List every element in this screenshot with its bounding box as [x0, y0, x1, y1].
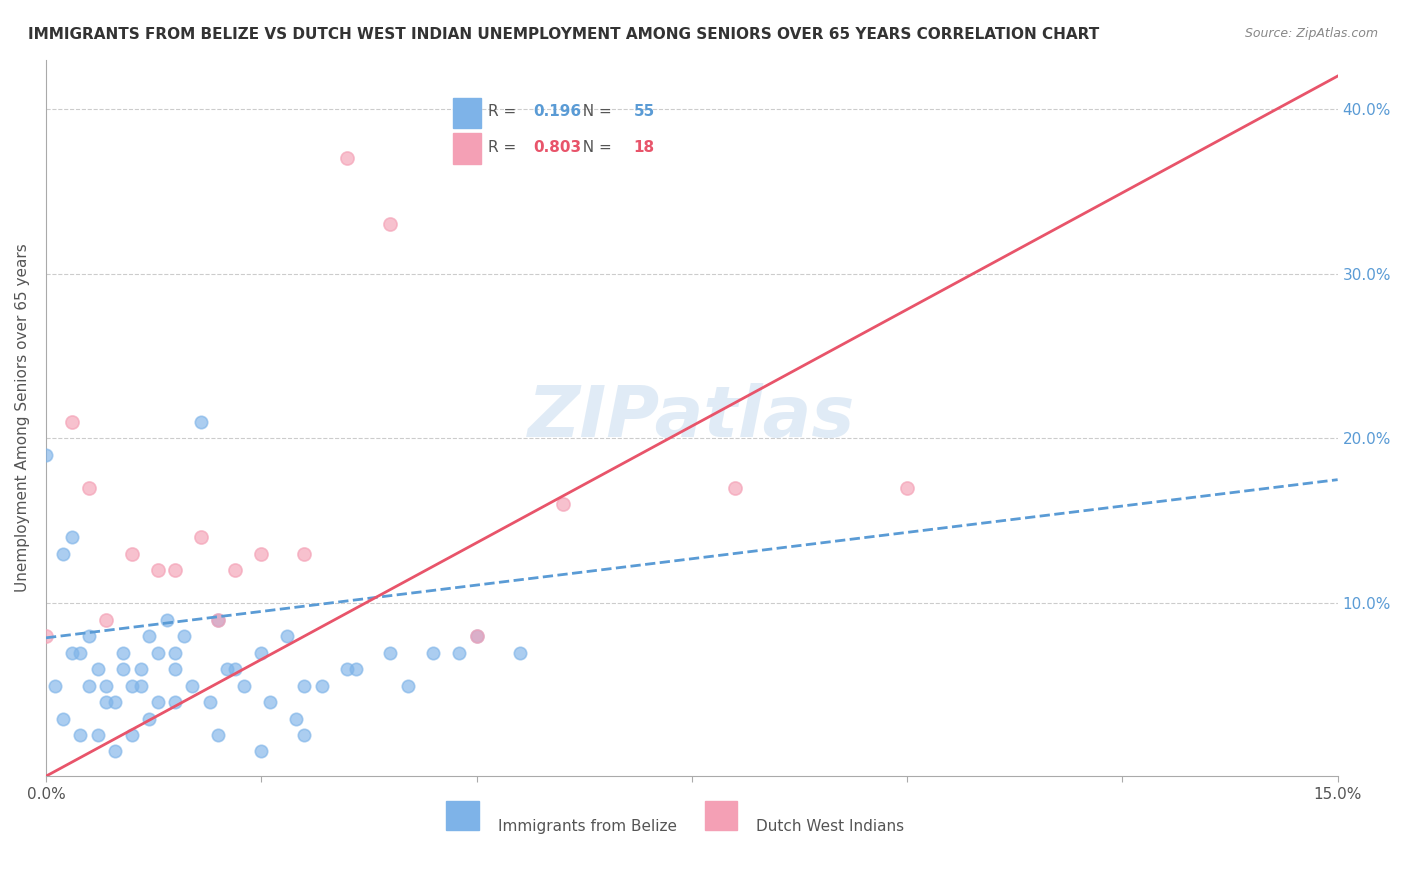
Point	[224, 563, 246, 577]
Point	[69, 728, 91, 742]
Text: Immigrants from Belize: Immigrants from Belize	[498, 819, 678, 834]
Point	[146, 695, 169, 709]
Point	[121, 679, 143, 693]
Point	[165, 646, 187, 660]
Point	[422, 646, 444, 660]
Point	[173, 629, 195, 643]
Point	[96, 695, 118, 709]
Point	[896, 481, 918, 495]
Point	[35, 448, 58, 462]
Bar	[446, 801, 478, 830]
Point	[165, 695, 187, 709]
Point	[292, 728, 315, 742]
Text: 55: 55	[634, 103, 655, 119]
Point	[344, 662, 367, 676]
Point	[551, 497, 574, 511]
Point	[292, 547, 315, 561]
Point	[104, 695, 127, 709]
Point	[276, 629, 298, 643]
Text: 0.803: 0.803	[533, 139, 581, 154]
Y-axis label: Unemployment Among Seniors over 65 years: Unemployment Among Seniors over 65 years	[15, 244, 30, 592]
Point	[35, 629, 58, 643]
Point	[380, 217, 402, 231]
Point	[96, 613, 118, 627]
Point	[509, 646, 531, 660]
Point	[129, 662, 152, 676]
Text: Dutch West Indians: Dutch West Indians	[756, 819, 904, 834]
Point	[449, 646, 471, 660]
Text: N =: N =	[574, 139, 617, 154]
Point	[396, 679, 419, 693]
Point	[52, 547, 75, 561]
Point	[86, 662, 108, 676]
Text: R =: R =	[488, 103, 520, 119]
Point	[96, 679, 118, 693]
Point	[138, 629, 160, 643]
Point	[250, 744, 273, 758]
Point	[190, 530, 212, 544]
Text: R =: R =	[488, 139, 520, 154]
Point	[44, 679, 66, 693]
Point	[129, 679, 152, 693]
Point	[259, 695, 281, 709]
Point	[138, 712, 160, 726]
Point	[52, 712, 75, 726]
Point	[146, 646, 169, 660]
Point	[181, 679, 204, 693]
Point	[60, 530, 83, 544]
Point	[165, 563, 187, 577]
Bar	[704, 801, 737, 830]
Point	[311, 679, 333, 693]
Point	[224, 662, 246, 676]
Point	[380, 646, 402, 660]
Point	[112, 662, 135, 676]
Point	[250, 646, 273, 660]
Point	[198, 695, 221, 709]
Point	[292, 679, 315, 693]
Point	[207, 728, 229, 742]
Point	[77, 629, 100, 643]
Text: ZIPatlas: ZIPatlas	[529, 384, 855, 452]
Bar	[453, 134, 481, 163]
Point	[121, 728, 143, 742]
Point	[336, 152, 359, 166]
Point	[724, 481, 747, 495]
Point	[207, 613, 229, 627]
Point	[250, 547, 273, 561]
Point	[77, 481, 100, 495]
Point	[207, 613, 229, 627]
Point	[190, 415, 212, 429]
Point	[284, 712, 307, 726]
Point	[86, 728, 108, 742]
Point	[60, 646, 83, 660]
Text: N =: N =	[574, 103, 617, 119]
Point	[69, 646, 91, 660]
Point	[112, 646, 135, 660]
Point	[104, 744, 127, 758]
Point	[60, 415, 83, 429]
Point	[146, 563, 169, 577]
Point	[165, 662, 187, 676]
Text: IMMIGRANTS FROM BELIZE VS DUTCH WEST INDIAN UNEMPLOYMENT AMONG SENIORS OVER 65 Y: IMMIGRANTS FROM BELIZE VS DUTCH WEST IND…	[28, 27, 1099, 42]
Point	[121, 547, 143, 561]
Point	[155, 613, 177, 627]
Point	[215, 662, 238, 676]
Point	[465, 629, 488, 643]
Text: 18: 18	[634, 139, 655, 154]
Point	[336, 662, 359, 676]
Point	[233, 679, 256, 693]
Point	[77, 679, 100, 693]
Point	[465, 629, 488, 643]
Text: 0.196: 0.196	[533, 103, 581, 119]
Text: Source: ZipAtlas.com: Source: ZipAtlas.com	[1244, 27, 1378, 40]
Bar	[453, 97, 481, 128]
